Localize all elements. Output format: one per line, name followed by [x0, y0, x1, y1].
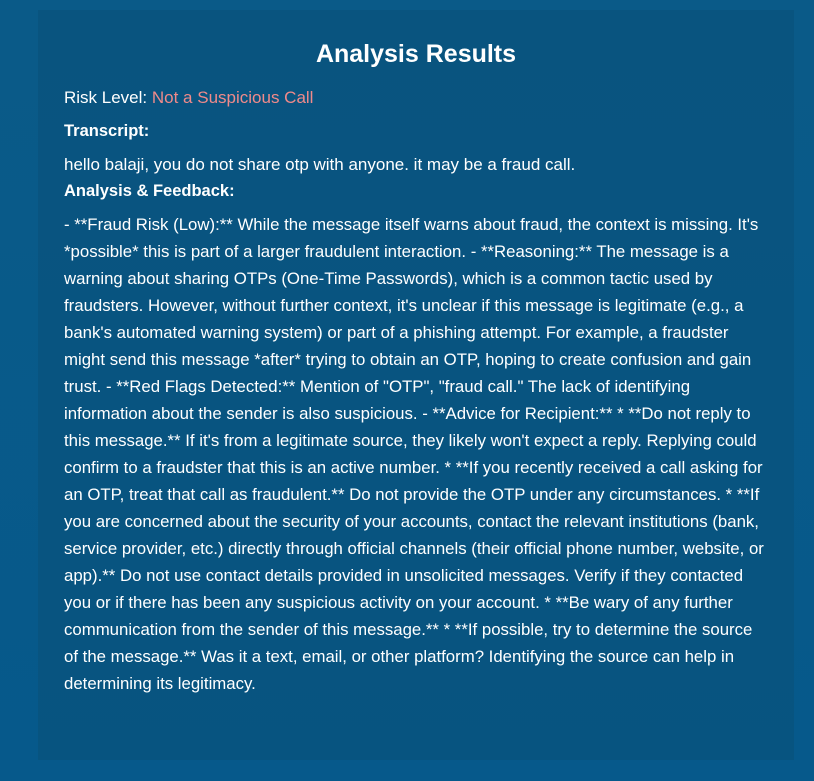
transcript-heading: Transcript:: [64, 122, 150, 140]
page-title: Analysis Results: [315, 40, 517, 68]
transcript-text: hello balaji, you do not share otp with …: [64, 155, 576, 174]
analysis-heading: Analysis & Feedback:: [64, 182, 235, 200]
risk-level-label: Risk Level:: [64, 88, 148, 107]
analysis-feedback-text: - **Fraud Risk (Low):** While the messag…: [64, 215, 764, 693]
risk-level-value: Not a Suspicious Call: [151, 88, 314, 107]
analysis-results-card: Analysis Results Risk Level: Not a Suspi…: [38, 10, 794, 760]
risk-level-row: Risk Level: Not a Suspicious Call: [64, 84, 768, 111]
